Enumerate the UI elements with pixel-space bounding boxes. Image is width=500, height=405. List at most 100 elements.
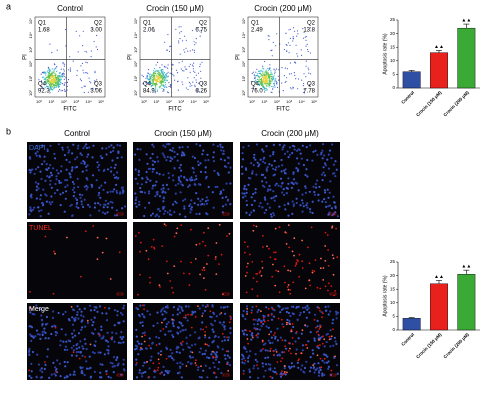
event-dot: [201, 61, 203, 63]
nucleus: [207, 159, 210, 162]
nucleus: [122, 304, 126, 307]
nucleus: [256, 323, 259, 326]
nucleus: [167, 172, 170, 175]
plot-title: Crocin (150 μM): [146, 4, 204, 13]
tunel-spot: [221, 332, 224, 335]
nucleus: [61, 191, 65, 194]
x-tick-label: 10²: [61, 99, 67, 104]
nucleus: [199, 347, 202, 350]
nucleus: [214, 353, 217, 356]
tunel-spot: [322, 312, 324, 315]
nucleus: [165, 322, 168, 326]
nucleus: [152, 184, 155, 187]
event-dot: [156, 70, 158, 72]
nucleus: [296, 318, 299, 321]
tunel-spot: [96, 258, 99, 260]
nucleus: [198, 375, 201, 379]
nucleus: [145, 347, 148, 350]
tunel-spot: [320, 366, 323, 369]
quadrant-value: 92.3: [38, 89, 50, 95]
event-dot: [297, 33, 299, 35]
nucleus: [46, 175, 49, 178]
nucleus: [301, 199, 304, 202]
nucleus: [122, 320, 125, 323]
nucleus: [38, 333, 41, 336]
nucleus: [72, 309, 76, 312]
event-dot: [64, 90, 66, 92]
nucleus: [116, 364, 119, 367]
tunel-spot: [275, 373, 278, 375]
nucleus: [327, 153, 330, 156]
tunel-spot: [291, 250, 294, 253]
tunel-spot: [267, 319, 269, 322]
tunel-spot: [273, 251, 275, 254]
nucleus: [224, 203, 227, 206]
nucleus: [211, 191, 214, 194]
nucleus: [34, 152, 37, 155]
nucleus: [178, 371, 181, 374]
nucleus: [241, 152, 244, 155]
tunel-spot: [250, 311, 253, 314]
nucleus: [201, 353, 204, 356]
nucleus: [102, 188, 105, 191]
event-dot: [92, 87, 94, 89]
event-dot: [59, 83, 61, 86]
scale-bar: [329, 292, 337, 296]
tunel-spot: [319, 325, 322, 328]
nucleus: [262, 173, 265, 176]
event-dot: [166, 76, 168, 78]
nucleus: [41, 333, 44, 337]
nucleus: [76, 313, 79, 316]
nucleus: [36, 333, 40, 336]
event-dot: [289, 28, 292, 30]
event-dot: [258, 77, 260, 79]
event-dot: [183, 35, 186, 37]
nucleus: [122, 341, 125, 344]
nucleus: [327, 313, 330, 316]
nucleus: [171, 174, 174, 177]
event-dot: [151, 79, 153, 81]
nucleus: [245, 310, 249, 313]
nucleus: [151, 159, 154, 162]
nucleus: [160, 188, 163, 191]
nucleus: [326, 332, 329, 335]
tunel-spot: [295, 263, 298, 265]
nucleus: [264, 349, 267, 352]
tunel-spot: [96, 236, 99, 239]
tunel-spot: [292, 281, 295, 284]
event-dot: [282, 90, 284, 92]
quadrant-name: Q4: [143, 82, 152, 88]
nucleus: [326, 355, 329, 358]
tunel-spot: [283, 371, 286, 373]
nucleus: [278, 143, 281, 146]
nucleus: [222, 205, 225, 208]
nucleus: [173, 167, 176, 170]
nucleus: [284, 307, 288, 310]
event-dot: [95, 46, 97, 48]
event-dot: [254, 79, 257, 81]
nucleus: [293, 365, 296, 368]
nucleus: [113, 188, 116, 191]
nucleus: [180, 322, 183, 325]
tunel-spot: [327, 249, 329, 251]
nucleus: [134, 348, 137, 351]
event-dot: [263, 75, 265, 77]
event-dot: [60, 77, 62, 79]
nucleus: [39, 215, 42, 218]
bar: [402, 318, 421, 331]
tunel-spot: [190, 228, 192, 231]
event-dot: [159, 79, 161, 81]
event-dot: [286, 68, 288, 70]
event-dot: [160, 74, 162, 76]
nucleus: [63, 376, 66, 379]
nucleus: [116, 144, 119, 147]
nucleus: [204, 349, 207, 352]
event-dot: [153, 30, 155, 32]
tunel-spot: [139, 241, 142, 244]
nucleus: [217, 336, 220, 339]
nucleus: [87, 203, 90, 206]
tunel-spot: [287, 224, 290, 227]
nucleus: [302, 310, 306, 314]
nucleus: [256, 161, 259, 164]
nucleus: [180, 343, 183, 346]
